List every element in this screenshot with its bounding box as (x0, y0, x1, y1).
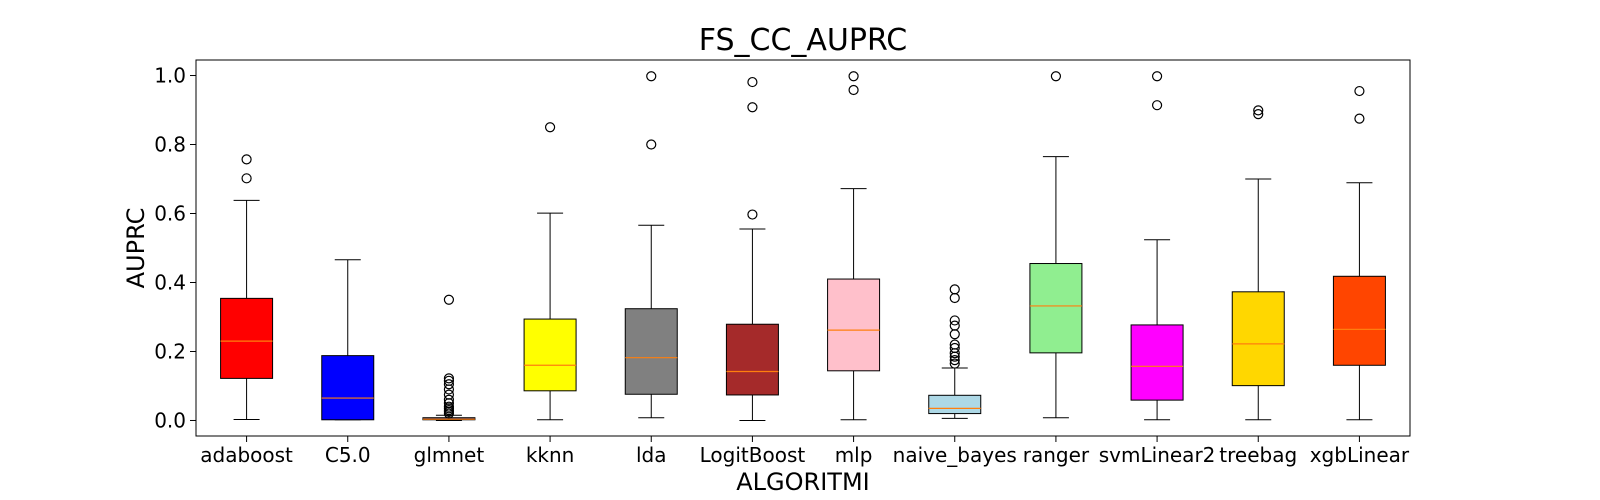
y-tick-label: 0.4 (154, 270, 186, 294)
x-tick-label: ranger (1023, 443, 1090, 467)
box-glmnet (422, 294, 476, 421)
box-body (321, 355, 375, 421)
box-body (928, 394, 982, 415)
outlier-point (949, 329, 960, 340)
outlier-point (949, 339, 960, 350)
x-tick-label: treebag (1219, 443, 1297, 467)
box-body (1130, 324, 1184, 401)
outlier-point (949, 292, 960, 304)
box-svmLinear2 (1130, 71, 1184, 421)
outlier-point (1354, 113, 1365, 124)
box-body (523, 318, 577, 392)
outlier-point (1354, 85, 1365, 97)
y-tick-label: 0.6 (154, 202, 186, 226)
x-tick-label: lda (636, 443, 667, 467)
y-tick-label: 0.2 (154, 339, 186, 363)
outlier-point (443, 401, 455, 412)
outlier-point (949, 355, 960, 366)
x-tick-label: mlp (835, 443, 873, 467)
outlier-point (848, 71, 859, 82)
outlier-point (747, 76, 758, 88)
box-body (1231, 291, 1285, 387)
x-tick-label: glmnet (414, 443, 485, 467)
outlier-point (848, 84, 859, 96)
box-mlp (827, 71, 881, 421)
x-tick-label: LogitBoost (700, 443, 806, 467)
x-tick-label: C5.0 (325, 443, 371, 467)
box-kknn (523, 122, 577, 421)
box-C5.0 (321, 259, 375, 421)
x-axis: adaboost C5.0 glmnet kknn lda LogitBoost mlp na… (200, 436, 1410, 467)
x-tick-label: adaboost (200, 443, 293, 467)
box-series (220, 71, 1386, 421)
y-axis-label: AUPRC (122, 208, 150, 289)
outlier-point (949, 284, 960, 295)
outlier-point (747, 209, 758, 220)
outlier-point (646, 71, 657, 82)
box-adaboost (220, 154, 274, 420)
box-body (725, 323, 779, 396)
x-axis-label: ALGORITMI (736, 468, 869, 496)
outlier-point (949, 315, 960, 326)
y-tick-label: 0.0 (154, 408, 186, 432)
box-body (624, 308, 678, 395)
box-xgbLinear (1332, 85, 1386, 421)
outlier-point (443, 373, 455, 384)
y-axis: 0.0 0.2 0.4 0.6 0.8 1.0 (154, 64, 196, 432)
outlier-point (443, 294, 455, 305)
box-lda (624, 71, 678, 419)
box-body (220, 297, 274, 379)
y-tick-label: 0.8 (154, 133, 186, 157)
outlier-point (1253, 105, 1264, 116)
chart-title: FS_CC_AUPRC (699, 23, 908, 58)
plot-frame (195, 59, 1411, 437)
outlier-point (949, 342, 960, 354)
box-naive_bayes (928, 284, 982, 419)
box-body (1332, 275, 1386, 366)
outlier-point (1253, 109, 1264, 120)
outlier-point (1050, 71, 1062, 82)
outlier-point (949, 358, 960, 369)
outlier-point (1151, 100, 1163, 111)
x-tick-label: svmLinear2 (1099, 443, 1216, 467)
outlier-point (443, 389, 455, 400)
outlier-point (443, 375, 455, 386)
box-body (827, 278, 881, 372)
outlier-point (241, 173, 252, 184)
outlier-point (443, 394, 455, 405)
outlier-point (949, 320, 960, 331)
outlier-point (241, 154, 252, 165)
y-tick-label: 1.0 (154, 64, 186, 88)
x-tick-label: kknn (526, 443, 575, 467)
box-treebag (1231, 105, 1285, 421)
box-LogitBoost (725, 76, 779, 421)
outlier-point (747, 102, 758, 113)
outlier-point (646, 139, 657, 150)
x-tick-label: naive_bayes (893, 443, 1017, 467)
box-body (1029, 263, 1083, 354)
box-ranger (1029, 71, 1083, 419)
x-tick-label: xgbLinear (1310, 443, 1410, 467)
outlier-point (443, 384, 455, 395)
outlier-point (443, 379, 455, 390)
outlier-point (1151, 71, 1163, 82)
outlier-point (544, 122, 556, 133)
